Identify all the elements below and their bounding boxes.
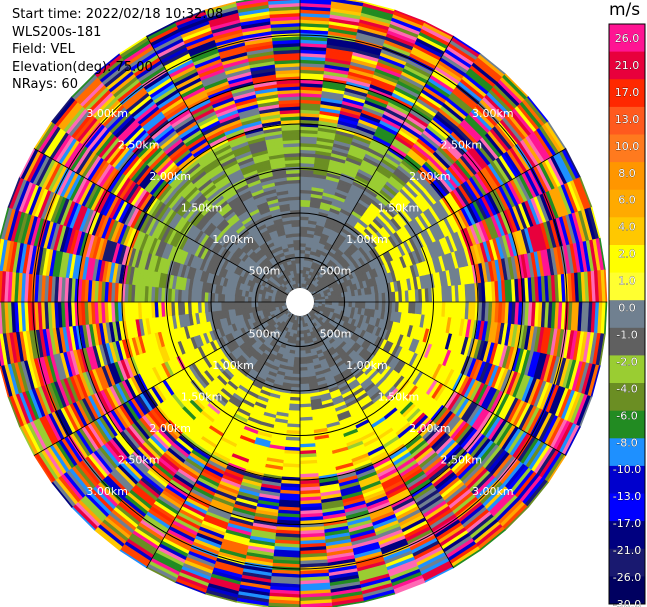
velocity-cell	[331, 297, 336, 303]
velocity-cells	[0, 0, 608, 607]
velocity-cell	[270, 301, 275, 306]
velocity-cell	[341, 301, 346, 308]
velocity-cell	[305, 0, 333, 2]
velocity-cell	[254, 301, 259, 308]
velocity-cell	[250, 296, 255, 303]
velocity-cell	[335, 297, 340, 303]
velocity-cell	[345, 296, 350, 303]
velocity-cell	[299, 327, 304, 332]
velocity-cell	[299, 252, 306, 257]
velocity-cell	[274, 301, 279, 306]
velocity-cell	[295, 333, 301, 338]
velocity-cell	[267, 301, 272, 306]
velocity-cell	[299, 337, 305, 342]
velocity-cell	[264, 301, 269, 307]
velocity-cell	[299, 343, 306, 348]
velocity-cell	[341, 296, 346, 303]
velocity-cell	[331, 301, 336, 307]
velocity-cell	[299, 266, 305, 271]
velocity-cell	[260, 301, 265, 307]
velocity-cell	[299, 256, 306, 261]
velocity-cell	[294, 347, 301, 352]
velocity-cell	[250, 301, 255, 308]
velocity-cell	[299, 323, 304, 328]
velocity-cell	[299, 333, 305, 338]
velocity-cell	[299, 330, 304, 335]
velocity-cell	[294, 343, 301, 348]
velocity-cell	[264, 297, 269, 303]
velocity-cell	[299, 347, 306, 352]
velocity-cell	[321, 298, 326, 303]
velocity-cell	[254, 296, 259, 303]
velocity-cell	[325, 298, 330, 303]
velocity-cell	[345, 301, 350, 308]
velocity-cell	[328, 298, 333, 303]
